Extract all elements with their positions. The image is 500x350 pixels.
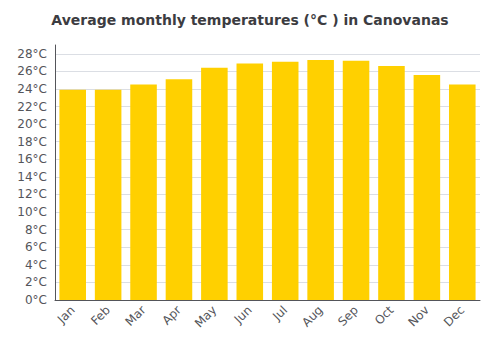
svg-text:Average monthly temperatures (: Average monthly temperatures (°C ) in Ca… xyxy=(51,12,448,28)
svg-text:Jul: Jul xyxy=(269,303,290,324)
svg-text:Aug: Aug xyxy=(299,303,325,329)
svg-text:20°C: 20°C xyxy=(17,117,47,131)
svg-text:Sep: Sep xyxy=(335,303,361,329)
svg-text:0°C: 0°C xyxy=(25,293,47,307)
svg-text:28°C: 28°C xyxy=(17,47,47,61)
svg-text:2°C: 2°C xyxy=(25,275,47,289)
svg-text:Jan: Jan xyxy=(54,303,78,327)
svg-text:8°C: 8°C xyxy=(25,223,47,237)
svg-text:6°C: 6°C xyxy=(25,240,47,254)
svg-text:Feb: Feb xyxy=(88,303,113,328)
svg-text:14°C: 14°C xyxy=(17,170,47,184)
svg-text:16°C: 16°C xyxy=(17,152,47,166)
svg-text:Apr: Apr xyxy=(159,303,184,328)
svg-text:18°C: 18°C xyxy=(17,135,47,149)
svg-text:26°C: 26°C xyxy=(17,64,47,78)
svg-text:Dec: Dec xyxy=(441,303,467,329)
svg-text:24°C: 24°C xyxy=(17,82,47,96)
svg-text:Jun: Jun xyxy=(231,303,255,327)
svg-text:12°C: 12°C xyxy=(17,187,47,201)
svg-text:Nov: Nov xyxy=(405,303,431,329)
svg-text:22°C: 22°C xyxy=(17,100,47,114)
svg-text:4°C: 4°C xyxy=(25,258,47,272)
svg-text:Mar: Mar xyxy=(123,303,149,329)
svg-text:10°C: 10°C xyxy=(17,205,47,219)
svg-text:May: May xyxy=(192,303,219,330)
svg-text:Oct: Oct xyxy=(372,303,397,328)
